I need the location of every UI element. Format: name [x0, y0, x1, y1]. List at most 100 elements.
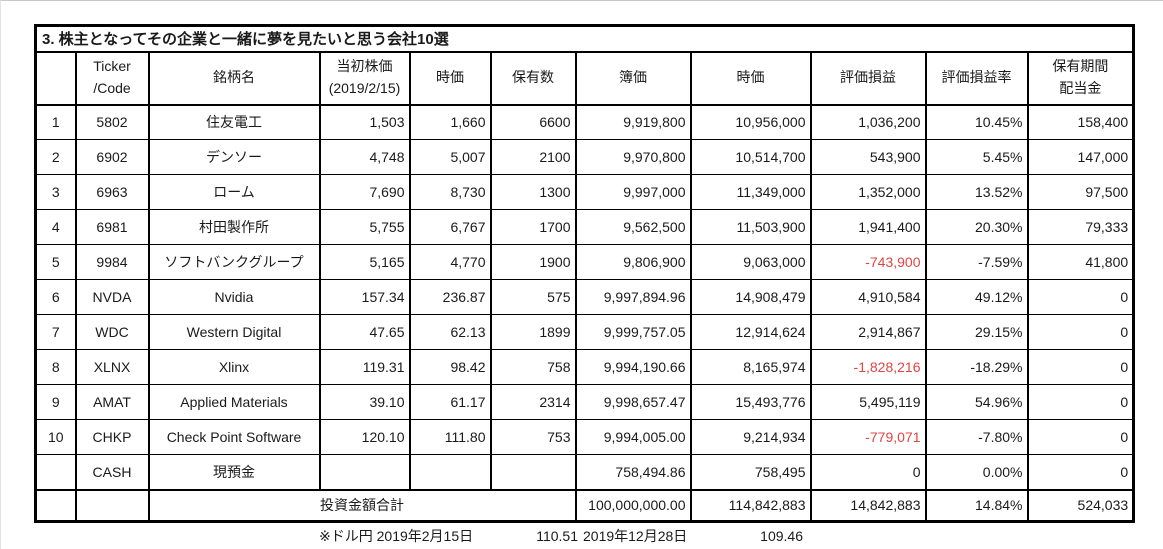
row-number-cell: 1 — [34, 104, 77, 140]
ticker-cell: 6981 — [74, 209, 150, 245]
table-row: 2 6902 デンソー 4,748 5,007 2100 9,970,800 10,514,7… — [34, 139, 1135, 175]
header-label-line: 簿価 — [619, 69, 647, 86]
initial-price-cell — [318, 454, 411, 490]
ticker-cell: AMAT — [74, 384, 150, 420]
shares-cell: 1300 — [489, 174, 577, 210]
dividend-cell: 0 — [1026, 349, 1135, 385]
current-price-cell — [408, 454, 492, 490]
initial-price-cell: 157.34 — [318, 279, 411, 315]
shares-cell: 1700 — [489, 209, 577, 245]
dividend-cell: 79,333 — [1026, 209, 1135, 245]
header-blank — [34, 51, 77, 106]
book-value-cell: 9,998,657.47 — [574, 384, 692, 420]
pl-cell: 14,842,883 — [809, 488, 927, 522]
header-market-value: 時価 — [689, 51, 812, 106]
table-row: 7 WDC Western Digital 47.65 62.13 1899 9,999,7… — [34, 314, 1135, 350]
table-row: 3 6963 ローム 7,690 8,730 1300 9,997,000 11,349,00… — [34, 174, 1135, 210]
row-number-cell: 9 — [34, 384, 77, 420]
market-value-cell: 10,514,700 — [689, 139, 812, 175]
ticker-cell: XLNX — [74, 349, 150, 385]
shares-cell — [489, 454, 577, 490]
pl-cell: -779,071 — [809, 419, 927, 455]
stock-name-cell: 住友電工 — [147, 104, 321, 140]
title-row: 3. 株主となってその企業と一緒に夢を見たいと思う会社10選 — [34, 25, 1135, 53]
header-row: Ticker/Code 銘柄名 当初株価 (2019/2/15) 時価 保有数 簿価 時価 評価… — [34, 51, 1135, 106]
header-dividends: 保有期間 配当金 — [1026, 51, 1135, 106]
header-label-line: 保有数 — [512, 69, 554, 86]
dividend-cell: 0 — [1026, 454, 1135, 490]
header-label-line: /Code — [93, 80, 131, 96]
row-number-cell: 10 — [34, 419, 77, 455]
book-value-cell: 100,000,000.00 — [574, 488, 692, 522]
fx-note-label: ※ドル円 2019年2月15日 — [319, 528, 474, 544]
current-price-cell: 5,007 — [408, 139, 492, 175]
stock-name-cell: Xlinx — [147, 349, 321, 385]
pl-cell: -743,900 — [809, 244, 927, 280]
pl-cell: 1,352,000 — [809, 174, 927, 210]
stock-name-cell: デンソー — [147, 139, 321, 175]
market-value-cell: 12,914,624 — [689, 314, 812, 350]
row-number-cell: 8 — [34, 349, 77, 385]
table-row: 4 6981 村田製作所 5,755 6,767 1700 9,562,500 11,503,… — [34, 209, 1135, 245]
ticker-cell: NVDA — [74, 279, 150, 315]
pl-cell: 2,914,867 — [809, 314, 927, 350]
dividend-cell: 0 — [1026, 384, 1135, 420]
shares-cell: 1900 — [489, 244, 577, 280]
ticker-cell: 5802 — [74, 104, 150, 140]
row-number-cell — [34, 488, 77, 522]
table-row: 8 XLNX Xlinx 119.31 98.42 758 9,994,190.66 8,16… — [34, 349, 1135, 385]
pl-rate-cell: 5.45% — [924, 139, 1029, 175]
shares-cell: 1899 — [489, 314, 577, 350]
initial-price-cell: 39.10 — [318, 384, 411, 420]
header-stock-name: 銘柄名 — [147, 51, 321, 106]
initial-price-cell: 7,690 — [318, 174, 411, 210]
market-value-cell: 11,349,000 — [689, 174, 812, 210]
dividend-cell: 0 — [1026, 419, 1135, 455]
initial-price-cell: 119.31 — [318, 349, 411, 385]
ticker-cell: WDC — [74, 314, 150, 350]
stock-name-cell: 現預金 — [147, 454, 321, 490]
pl-rate-cell: 20.30% — [924, 209, 1029, 245]
header-shares: 保有数 — [489, 51, 577, 106]
header-label-line: 時価 — [436, 69, 464, 86]
dividend-cell: 147,000 — [1026, 139, 1135, 175]
total-row: 投資金額合計 100,000,000.00 114,842,883 14,842… — [34, 488, 1135, 522]
header-label-line: 配当金 — [1059, 80, 1102, 96]
table-row: 6 NVDA Nvidia 157.34 236.87 575 9,997,894.96 14… — [34, 279, 1135, 315]
market-value-cell: 11,503,900 — [689, 209, 812, 245]
header-book-value: 簿価 — [574, 51, 692, 106]
book-value-cell: 9,999,757.05 — [574, 314, 692, 350]
stock-name-cell: Applied Materials — [147, 384, 321, 420]
shares-cell: 758 — [489, 349, 577, 385]
market-value-cell: 114,842,883 — [689, 488, 812, 522]
header-label-line: 当初株価 — [336, 58, 393, 75]
portfolio-table: 3. 株主となってその企業と一緒に夢を見たいと思う会社10選 Ticker/Co… — [34, 24, 1136, 523]
stock-name-cell: Western Digital — [147, 314, 321, 350]
book-value-cell: 758,494.86 — [574, 454, 692, 490]
shares-cell: 6600 — [489, 104, 577, 140]
dividend-cell: 0 — [1026, 279, 1135, 315]
current-price-cell: 1,660 — [408, 104, 492, 140]
pl-rate-cell: -7.59% — [924, 244, 1029, 280]
header-ticker-code: Ticker/Code — [74, 51, 150, 106]
pl-cell: -1,828,216 — [809, 349, 927, 385]
table-title: 3. 株主となってその企業と一緒に夢を見たいと思う会社10選 — [34, 25, 1135, 53]
pl-cell: 1,036,200 — [809, 104, 927, 140]
table-row: CASH 現預金 758,494.86 758,495 0 0.00% 0 — [34, 454, 1135, 490]
pl-rate-cell: 29.15% — [924, 314, 1029, 350]
ticker-cell — [74, 488, 150, 522]
market-value-cell: 14,908,479 — [689, 279, 812, 315]
ticker-cell: 6963 — [74, 174, 150, 210]
market-value-cell: 15,493,776 — [689, 384, 812, 420]
stock-name-cell: ソフトバンクグループ — [147, 244, 321, 280]
current-price-cell: 61.17 — [408, 384, 492, 420]
current-price-cell: 6,767 — [408, 209, 492, 245]
current-price-cell: 8,730 — [408, 174, 492, 210]
initial-price-cell: 4,748 — [318, 139, 411, 175]
book-value-cell: 9,997,894.96 — [574, 279, 692, 315]
market-value-cell: 10,956,000 — [689, 104, 812, 140]
shares-cell: 2314 — [489, 384, 577, 420]
dividend-cell: 524,033 — [1026, 488, 1135, 522]
dividend-cell: 97,500 — [1026, 174, 1135, 210]
header-label-line: 評価損益率 — [941, 69, 1012, 86]
